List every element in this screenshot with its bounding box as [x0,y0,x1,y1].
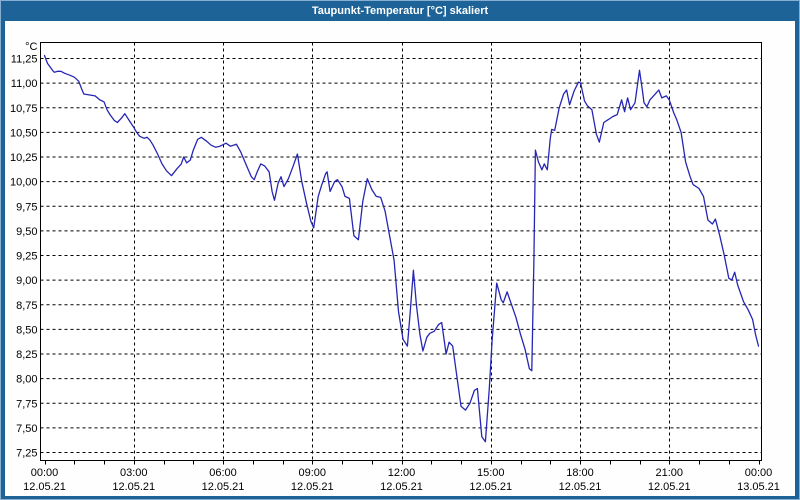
x-tick-date: 12.05.21 [380,481,423,493]
y-tick-label: 8,50 [16,324,37,336]
x-tick-time: 15:00 [477,467,505,479]
y-tick-label: 10,00 [10,177,38,189]
y-tick-label: 9,00 [16,275,37,287]
x-tick-time: 03:00 [120,467,148,479]
x-tick-date: 12.05.21 [469,481,512,493]
x-tick-date: 12.05.21 [202,481,245,493]
y-tick-label: 7,75 [16,398,37,410]
x-ticks [45,460,760,465]
y-tick-label: 10,75 [10,103,38,115]
y-tick-label: 7,25 [16,448,37,460]
x-tick-date: 12.05.21 [23,481,66,493]
x-tick-time: 06:00 [209,467,237,479]
y-tick-label: 8,25 [16,349,37,361]
y-tick-label: 11,25 [11,54,38,66]
y-tick-label: 11,00 [11,78,38,90]
x-tick-date: 13.05.21 [737,481,780,493]
x-tick-date: 12.05.21 [291,481,334,493]
temperature-line [43,54,760,443]
x-tick-time: 18:00 [566,467,594,479]
y-tick-label: 9,50 [16,226,37,238]
y-tick-label: 10,25 [10,152,38,164]
y-tick-label: 9,75 [16,201,37,213]
y-gridlines-and-labels: 11,25 11,00 10,75 10,50 10,25 10,00 9,75 9,50 9,… [10,54,762,460]
x-tick-time: 12:00 [388,467,416,479]
y-tick-label: 7,50 [16,423,37,435]
x-tick-time: 09:00 [298,467,326,479]
x-tick-labels: 00:00 12.05.21 03:00 12.05.21 06:00 12.05.21 0… [23,467,780,493]
x-gridlines [134,42,670,461]
y-tick-label: 8,00 [16,374,37,386]
x-tick-date: 12.05.21 [648,481,691,493]
y-tick-label: 8,75 [16,300,37,312]
y-tick-label: 10,50 [10,127,38,139]
x-tick-time: 00:00 [745,467,773,479]
window-title: Taupunkt-Temperatur [°C] skaliert [311,4,489,17]
title-bar: Taupunkt-Temperatur [°C] skaliert [0,0,800,21]
y-tick-label: 9,25 [16,251,37,263]
x-tick-time: 00:00 [31,467,59,479]
y-unit-label: °C [25,41,37,53]
x-tick-date: 12.05.21 [559,481,602,493]
plot-frame [40,42,762,461]
x-tick-time: 21:00 [655,467,683,479]
x-tick-date: 12.05.21 [112,481,155,493]
